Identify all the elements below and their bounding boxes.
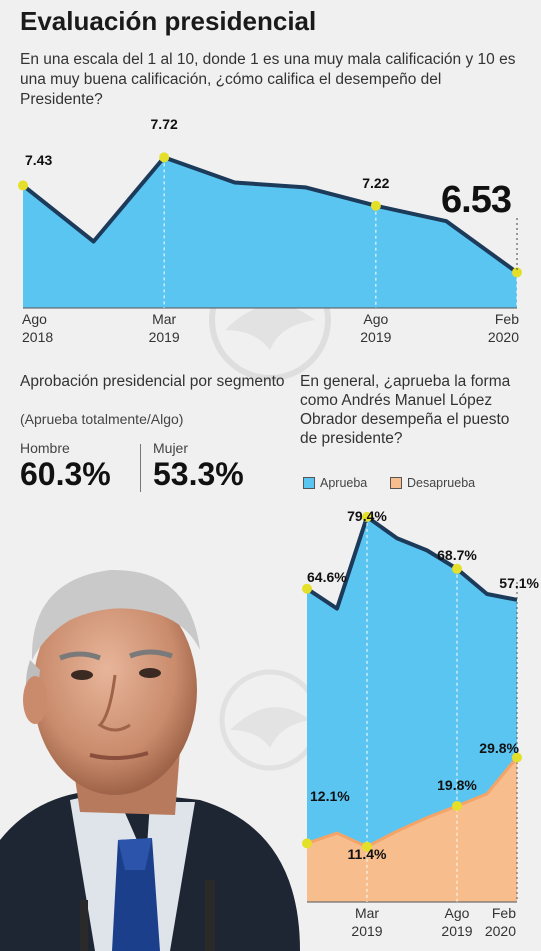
- score-tick-year: 2020: [488, 329, 519, 345]
- score-tick-year: 2019: [149, 329, 180, 345]
- aprueba-label: 64.6%: [307, 569, 347, 585]
- approval-tick-year: 2019: [351, 923, 382, 939]
- score-label: 7.72: [151, 116, 178, 132]
- score-area-fill: [23, 157, 517, 308]
- aprueba-label: 68.7%: [437, 547, 477, 563]
- segment-women-label: Mujer: [153, 440, 189, 456]
- segment-women: Mujer 53.3%: [153, 440, 244, 492]
- aprueba-point: [362, 511, 372, 522]
- score-tick-year: 2018: [22, 329, 53, 345]
- approval-question: En general, ¿aprueba la forma como André…: [300, 373, 511, 447]
- approval-tick-month: Ago: [445, 905, 470, 921]
- approval-tick-month: Feb: [492, 905, 516, 921]
- legend-swatch-desaprueba: [390, 477, 402, 489]
- score-tick-month: Ago: [363, 311, 388, 327]
- aprueba-area-fill: [307, 516, 517, 847]
- segment-note: (Aprueba totalmente/Algo): [20, 411, 184, 427]
- score-area-chart: 7.43 7.72 7.22 6.53 Ago 2018 Mar 2019 Ago 2019 Feb…: [18, 116, 522, 345]
- aprueba-line: [305, 514, 518, 611]
- segment-women-value: 53.3%: [153, 456, 244, 492]
- segment-title: Aprobación presidencial por segmento: [20, 373, 285, 390]
- score-tick-year: 2019: [360, 329, 391, 345]
- aprueba-point: [452, 563, 462, 574]
- score-point: [512, 267, 522, 278]
- aprueba-label: 57.1%: [499, 575, 539, 591]
- score-point: [370, 200, 381, 211]
- segment-men-value: 60.3%: [20, 456, 111, 492]
- score-tick-month: Ago: [22, 311, 47, 327]
- legend-label-desaprueba: Desaprueba: [407, 476, 476, 490]
- desaprueba-label: 11.4%: [348, 846, 387, 862]
- desaprueba-point: [302, 838, 312, 849]
- score-point: [18, 180, 28, 191]
- score-label: 7.22: [362, 175, 389, 191]
- score-tick-month: Feb: [495, 311, 519, 327]
- desaprueba-label: 29.8%: [479, 740, 519, 756]
- approval-tick-month: Mar: [355, 905, 379, 921]
- score-label: 7.43: [25, 152, 52, 168]
- aprueba-point: [302, 583, 312, 594]
- aprueba-label: 79.4%: [347, 508, 387, 524]
- desaprueba-label: 12.1%: [310, 788, 350, 804]
- approval-tick-year: 2020: [485, 923, 516, 939]
- desaprueba-label: 19.8%: [437, 777, 477, 793]
- legend-swatch-aprueba: [303, 477, 315, 489]
- score-label-latest: 6.53: [441, 179, 511, 221]
- desaprueba-point: [362, 841, 372, 852]
- segment-divider: [140, 444, 141, 492]
- desaprueba-area-fill: [307, 757, 517, 902]
- desaprueba-point: [452, 800, 462, 811]
- desaprueba-line: [306, 756, 519, 849]
- approval-area-chart: 64.6% 79.4% 68.7% 57.1% 12.1% 11.4% 19.8% 29.8%…: [302, 508, 540, 939]
- segment-men-label: Hombre: [20, 440, 70, 456]
- legend-label-aprueba: Aprueba: [320, 476, 368, 490]
- score-tick-month: Mar: [152, 311, 176, 327]
- chart-subtitle: En una escala del 1 al 10, donde 1 es un…: [20, 51, 516, 108]
- desaprueba-point: [512, 752, 522, 763]
- legend-item-desaprueba: Desaprueba: [390, 476, 475, 490]
- score-line: [21, 155, 519, 275]
- legend-item-aprueba: Aprueba: [303, 476, 367, 490]
- score-point: [159, 152, 170, 163]
- approval-tick-year: 2019: [441, 923, 472, 939]
- president-photo: [0, 569, 300, 951]
- segment-men: Hombre 60.3%: [20, 440, 111, 492]
- page-title: Evaluación presidencial: [20, 6, 317, 36]
